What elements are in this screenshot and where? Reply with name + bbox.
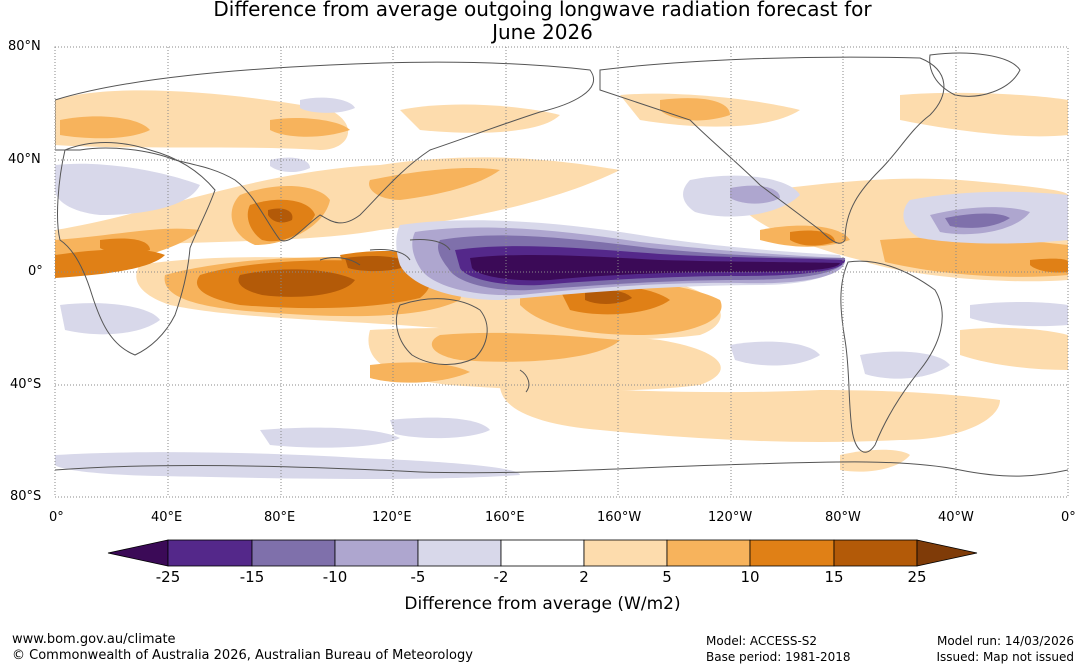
footer-model-info: Model: ACCESS-S2 Base period: 1981-2018: [706, 633, 851, 665]
lon-label-80e: 80°E: [264, 510, 296, 525]
issued-status: Issued: Map not issued: [936, 650, 1074, 664]
colorbar-tick: -25: [155, 568, 181, 586]
lat-label-80s: 80°S: [10, 489, 42, 504]
anomaly-below-minus25-regions: [470, 254, 840, 281]
footer-left: www.bom.gov.au/climate © Commonwealth of…: [12, 632, 473, 664]
colorbar-label: Difference from average (W/m2): [404, 594, 681, 614]
anomaly-field: [55, 47, 1068, 497]
lat-label-equator: 0°: [28, 264, 43, 279]
title-line-1: Difference from average outgoing longwav…: [213, 0, 872, 21]
lon-label-0-right: 0°: [1061, 510, 1076, 525]
lon-label-40e: 40°E: [151, 510, 183, 525]
lon-label-80w: 80°W: [825, 510, 861, 525]
colorbar-tick: 25: [907, 568, 927, 586]
colorbar-tick: 10: [740, 568, 760, 586]
lon-label-160e: 160°E: [485, 510, 525, 525]
anomaly-15-to-25-regions: [238, 208, 632, 304]
lon-label-40w: 40°W: [938, 510, 974, 525]
lat-label-40n: 40°N: [8, 152, 41, 167]
colorbar-tick: -10: [322, 568, 348, 586]
map-frame: [54, 46, 1069, 498]
colorbar-tick: -5: [410, 568, 426, 586]
coastlines: [55, 52, 1068, 477]
colorbar-tick: -2: [493, 568, 509, 586]
graticule: [55, 47, 1068, 497]
lon-label-0-left: 0°: [49, 510, 64, 525]
footer-run-info: Model run: 14/03/2026 Issued: Map not is…: [936, 633, 1074, 665]
lon-label-120w: 120°W: [708, 510, 753, 525]
colorbar-tick: 15: [824, 568, 844, 586]
bom-url-link[interactable]: www.bom.gov.au/climate: [12, 632, 176, 647]
lon-label-160w: 160°W: [597, 510, 642, 525]
map-title: Difference from average outgoing longwav…: [0, 0, 1085, 44]
title-line-2: June 2026: [492, 20, 593, 44]
colorbar-tick: 2: [579, 568, 589, 586]
colorbar-tick: -15: [239, 568, 265, 586]
colorbar-tick: 5: [662, 568, 672, 586]
lat-label-80n: 80°N: [8, 39, 41, 54]
model-name: Model: ACCESS-S2: [706, 634, 818, 648]
model-run-date: Model run: 14/03/2026: [936, 634, 1074, 648]
copyright-text: © Commonwealth of Australia 2026, Austra…: [12, 648, 473, 663]
lat-label-40s: 40°S: [10, 377, 42, 392]
lon-label-120e: 120°E: [372, 510, 412, 525]
base-period: Base period: 1981-2018: [706, 650, 851, 664]
